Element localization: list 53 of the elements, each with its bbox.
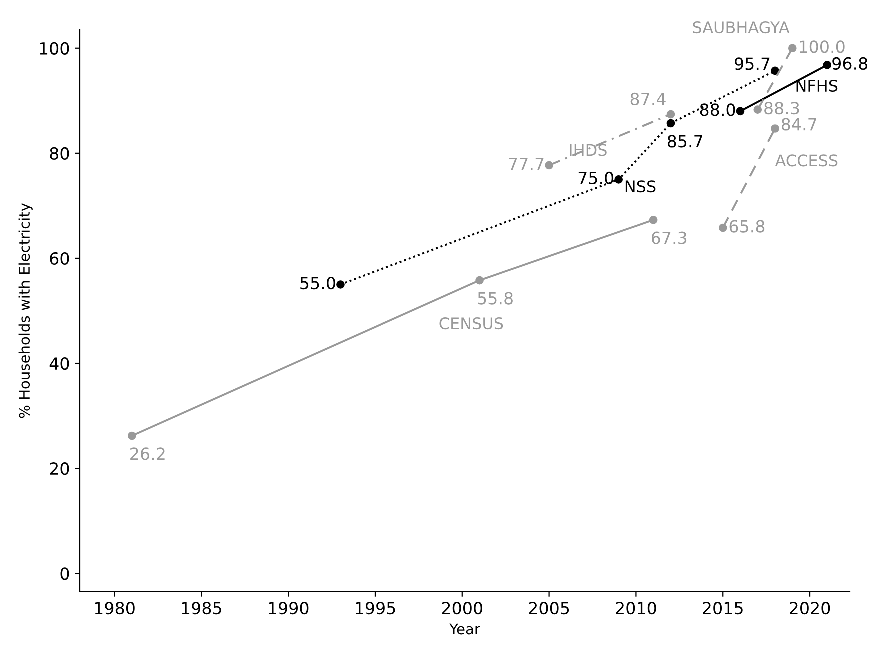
series-label: CENSUS [440,318,504,330]
series-label: ACCESS [775,154,838,167]
point [823,61,832,70]
data-label: 100.0 [800,40,845,54]
x-axis-title: Year [450,624,480,635]
x-tick-label: 1980 [95,602,135,615]
y-tick-label: 20 [50,462,70,476]
data-label: 55.8 [478,292,513,305]
data-label: 88.0 [700,104,736,116]
x-tick-label: 1995 [356,602,396,615]
data-label: 88.3 [764,102,800,115]
y-tick-label: 0 [60,568,70,580]
point [128,432,136,440]
point [788,44,797,53]
point [771,124,780,133]
data-label: 95.7 [735,58,770,70]
point [666,110,676,119]
series-label: NFHS [796,80,838,92]
x-tick-label: 1990 [269,602,309,615]
point [545,161,554,170]
y-tick-label: 100 [40,42,70,55]
x-tick-label: 2015 [703,602,743,615]
point [336,280,345,289]
point [649,216,658,224]
data-label: 26.2 [130,448,165,460]
data-label: 77.7 [509,158,544,170]
series-label: NSS [626,180,656,193]
y-tick-label: 60 [50,252,70,266]
series-label: IHDS [570,144,607,156]
y-tick-label: 80 [50,147,70,160]
x-tick-label: 2020 [790,602,830,615]
data-label: 87.4 [630,92,666,106]
data-label: 75.0 [578,172,614,185]
x-tick-label: 2010 [616,602,656,615]
point [736,107,745,116]
y-axis-title: % Households with Electricity [18,203,33,418]
data-label: 84.7 [782,118,816,131]
x-tick-label: 2005 [529,602,570,615]
point [476,276,484,285]
data-label: 55.0 [300,276,336,290]
point [718,224,728,232]
y-tick-label: 40 [50,357,70,370]
data-label: 85.7 [668,135,702,148]
x-tick-label: 1985 [182,602,222,615]
point [666,119,676,128]
point [614,176,623,184]
point [771,66,780,76]
data-label: 65.8 [730,220,765,233]
x-tick-label: 2000 [442,602,482,615]
point [754,106,762,114]
series-label: SAUBHAGYA [693,21,790,34]
data-label: 67.3 [652,232,687,244]
data-label: 96.8 [832,57,868,70]
